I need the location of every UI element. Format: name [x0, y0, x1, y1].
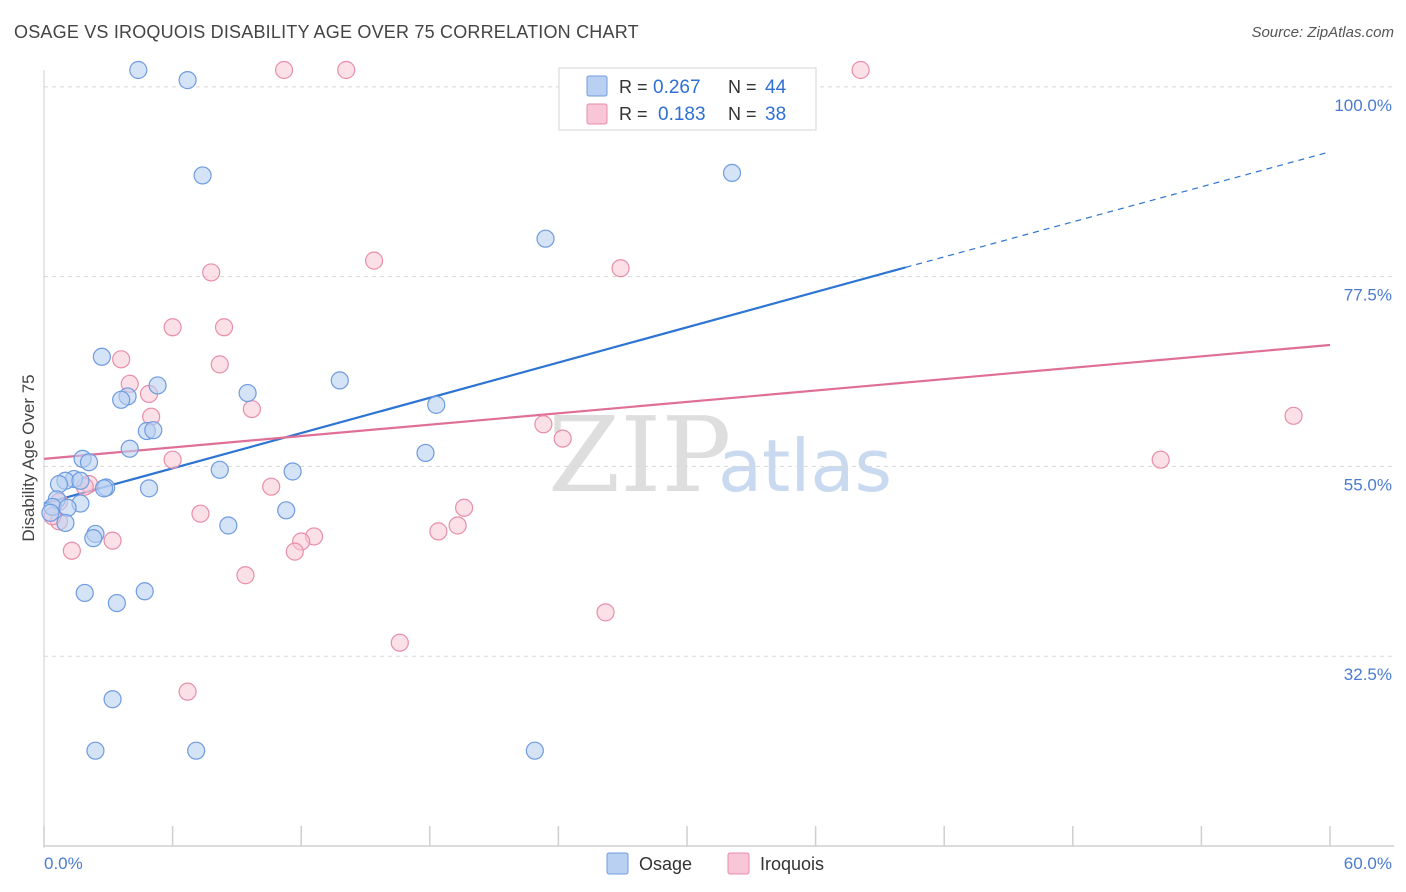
legend-r-value-osage: 0.267 — [653, 77, 701, 98]
y-tick-label: 55.0% — [1344, 475, 1392, 494]
point-osage — [56, 513, 75, 533]
point-osage — [178, 71, 197, 90]
chart-title: OSAGE VS IROQUOIS DISABILITY AGE OVER 75… — [14, 22, 639, 42]
point-iroquois — [191, 504, 210, 523]
point-iroquois — [178, 682, 197, 701]
watermark-zip: ZIP — [548, 394, 731, 516]
point-osage — [238, 383, 257, 403]
point-osage — [536, 229, 555, 248]
point-osage — [283, 462, 302, 481]
point-osage — [139, 479, 159, 498]
point-osage — [84, 529, 103, 548]
point-osage — [416, 443, 435, 463]
point-osage — [103, 690, 122, 709]
point-osage — [210, 460, 229, 479]
point-iroquois — [337, 60, 356, 80]
correlation-legend: R = 0.267 N = 44 R = 0.183 N = 38 — [558, 67, 817, 131]
trend-line-osage-extension — [905, 151, 1331, 268]
x-tick-label-max: 60.0% — [1344, 854, 1392, 873]
point-iroquois — [1151, 450, 1170, 469]
series-legend-label-osage: Osage — [639, 854, 692, 874]
point-iroquois — [429, 522, 448, 541]
point-osage — [49, 475, 69, 494]
point-osage — [427, 395, 446, 414]
point-osage — [187, 741, 206, 760]
series-legend-label-iroquois: Iroquois — [760, 854, 824, 874]
y-tick-label: 100.0% — [1334, 96, 1392, 115]
point-iroquois — [210, 355, 229, 374]
point-iroquois — [163, 318, 182, 337]
x-ticks — [43, 826, 1331, 846]
point-iroquois — [364, 251, 384, 270]
legend-n-label: N = — [728, 77, 757, 97]
legend-swatch-iroquois — [586, 103, 608, 125]
x-tick-label-min: 0.0% — [44, 854, 83, 873]
point-osage — [219, 516, 238, 535]
point-iroquois — [242, 399, 262, 419]
trend-lines — [43, 151, 1331, 505]
source-credit: Source: ZipAtlas.com — [1251, 24, 1394, 41]
y-tick-label: 32.5% — [1344, 665, 1392, 684]
point-osage — [148, 376, 167, 395]
point-iroquois — [596, 603, 615, 622]
legend-n-value-osage: 44 — [765, 77, 787, 98]
axes — [43, 70, 1394, 848]
point-osage — [41, 503, 60, 522]
point-osage — [107, 593, 126, 613]
point-osage — [58, 498, 77, 517]
trend-line-iroquois — [43, 343, 1331, 460]
point-osage — [144, 421, 163, 440]
legend-n-label: N = — [728, 104, 757, 124]
point-iroquois — [214, 318, 234, 337]
y-tick-label: 77.5% — [1344, 286, 1392, 305]
point-osage — [94, 479, 114, 498]
point-iroquois — [163, 450, 182, 469]
point-osage — [86, 741, 105, 760]
point-osage — [79, 453, 99, 472]
point-osage — [525, 741, 544, 760]
point-iroquois — [534, 415, 553, 434]
point-iroquois — [553, 429, 572, 448]
point-osage — [135, 582, 154, 601]
legend-swatch-osage — [586, 75, 608, 97]
point-osage — [330, 371, 349, 390]
point-iroquois — [112, 350, 131, 369]
data-points — [41, 60, 1303, 760]
point-osage — [120, 439, 139, 458]
trend-line-osage — [43, 266, 906, 505]
point-iroquois — [274, 60, 294, 80]
point-osage — [92, 347, 111, 366]
point-iroquois — [454, 498, 474, 517]
point-iroquois — [285, 542, 304, 561]
point-osage — [129, 60, 148, 80]
point-iroquois — [611, 259, 630, 278]
y-axis-title: Disability Age Over 75 — [19, 374, 38, 541]
legend-n-value-iroquois: 38 — [765, 104, 786, 125]
series-legend-swatch-iroquois — [727, 852, 750, 875]
legend-r-value-iroquois: 0.183 — [658, 104, 706, 125]
series-legend: Osage Iroquois — [606, 852, 824, 875]
point-iroquois — [448, 516, 467, 535]
point-iroquois — [262, 477, 281, 496]
point-osage — [71, 471, 90, 490]
point-iroquois — [1284, 406, 1303, 425]
point-iroquois — [202, 263, 221, 282]
point-osage — [112, 390, 131, 409]
point-osage — [75, 583, 94, 603]
point-iroquois — [851, 60, 870, 80]
point-osage — [193, 166, 212, 185]
point-iroquois — [390, 633, 409, 652]
legend-r-label: R = — [619, 77, 648, 97]
point-iroquois — [103, 531, 122, 550]
series-legend-swatch-osage — [606, 852, 629, 875]
point-osage — [277, 501, 296, 520]
legend-r-label: R = — [619, 104, 648, 124]
point-iroquois — [62, 541, 81, 560]
point-iroquois — [236, 566, 255, 585]
point-osage — [722, 163, 742, 183]
